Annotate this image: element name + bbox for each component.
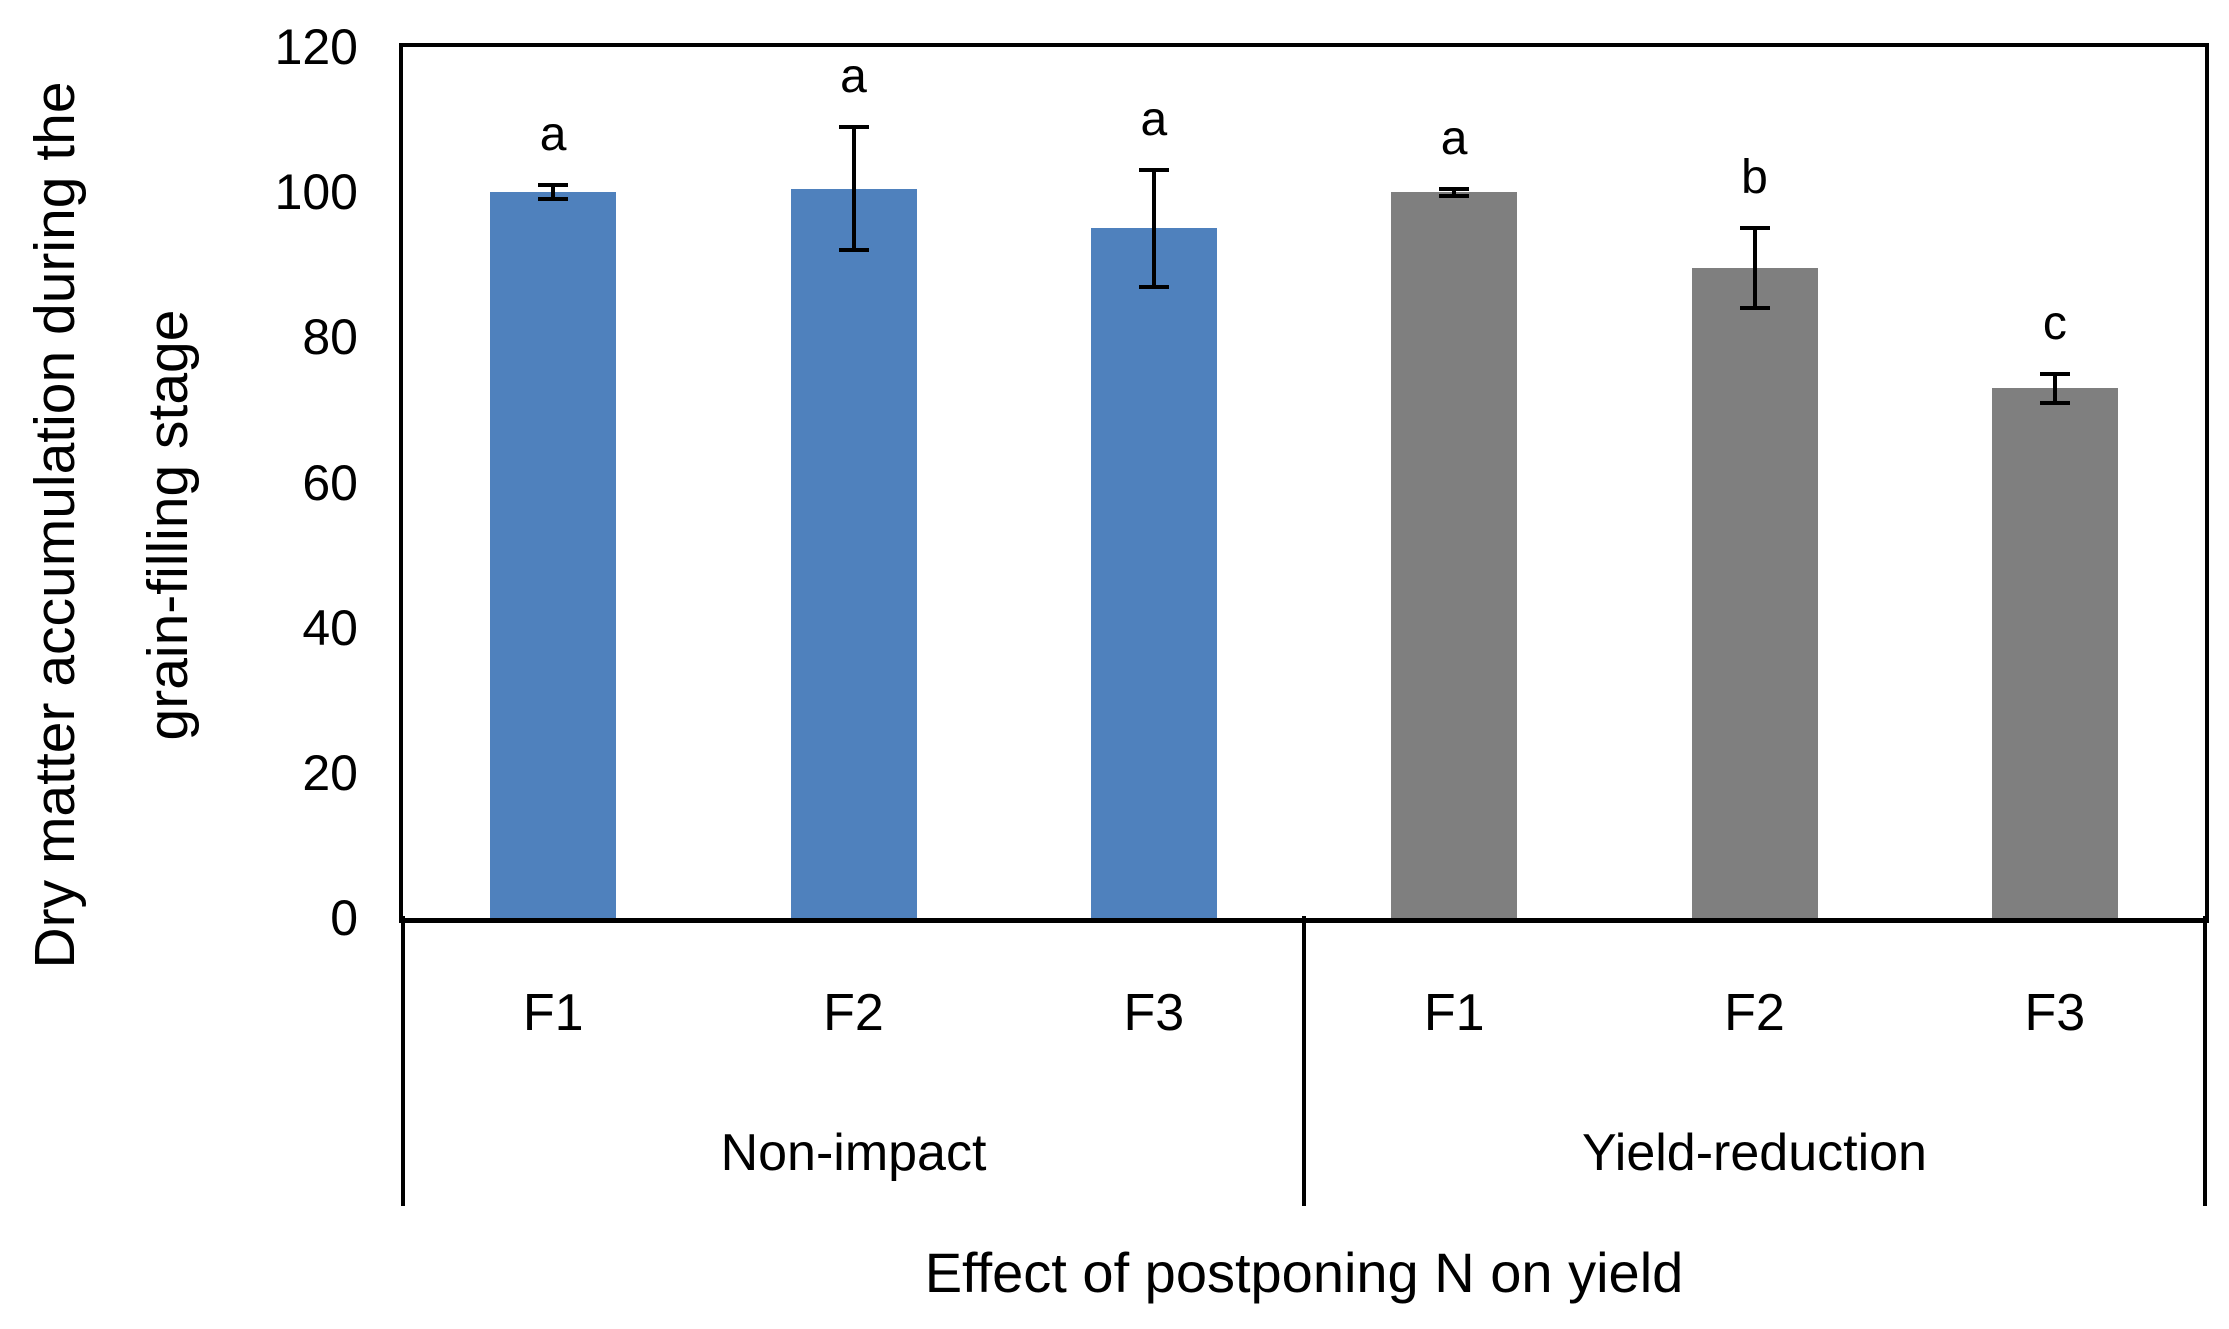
bar-non-impact-f1	[490, 192, 617, 918]
error-bar-cap-top	[838, 124, 869, 129]
y-tick-label-120: 120	[274, 19, 358, 75]
sig-letter-a: a	[1140, 93, 1168, 147]
error-bar-cap-top	[1138, 168, 1169, 173]
error-bar-cap-top	[1439, 186, 1470, 191]
error-bar-cap-bottom	[1439, 193, 1470, 198]
x-axis-title: Effect of postponing N on yield	[924, 1241, 1684, 1304]
bar-non-impact-f2	[790, 188, 917, 918]
group-label-non-impact: Non-impact	[720, 1124, 987, 1182]
category-label-f2: F2	[823, 984, 884, 1042]
category-label-f3: F3	[1123, 984, 1185, 1042]
error-bar-whisker	[551, 184, 556, 200]
error-bar-cap-bottom	[538, 197, 569, 202]
error-bar-whisker	[1151, 170, 1156, 287]
error-bar-whisker	[2052, 373, 2057, 403]
category-label-f3: F3	[2024, 984, 2086, 1042]
bar-yield-reduction-f3	[1991, 388, 2118, 918]
plot-area: a a a a b c	[399, 43, 2209, 923]
y-tick-label-20: 20	[302, 744, 358, 801]
bar-non-impact-f3	[1090, 228, 1217, 918]
y-tick-label-60: 60	[302, 454, 358, 511]
group-label-yield-reduction: Yield-reduction	[1582, 1124, 1927, 1182]
error-bar-cap-top	[538, 182, 569, 187]
category-label-f1: F1	[522, 984, 584, 1042]
y-tick-label-40: 40	[302, 599, 358, 656]
sig-letter-c: c	[2042, 296, 2067, 350]
sig-letter-a: a	[539, 107, 567, 161]
category-label-f1: F1	[1423, 984, 1485, 1042]
category-separator	[401, 916, 405, 1206]
y-tick-label-100: 100	[274, 164, 358, 221]
error-bar-cap-bottom	[1138, 284, 1169, 289]
sig-letter-a: a	[1440, 111, 1468, 165]
error-bar-cap-bottom	[838, 248, 869, 253]
bar-yield-reduction-f2	[1691, 268, 1818, 918]
error-bar-whisker	[851, 126, 856, 251]
error-bar-whisker	[1452, 188, 1457, 196]
error-bar-cap-top	[1739, 226, 1770, 231]
sig-letter-a: a	[840, 49, 867, 103]
error-bar-cap-bottom	[1739, 306, 1770, 311]
error-bar-whisker	[1752, 228, 1757, 309]
sig-letter-b: b	[1741, 151, 1768, 205]
y-tick-label-80: 80	[302, 309, 358, 366]
error-bar-cap-bottom	[2039, 400, 2070, 405]
category-separator	[2203, 916, 2207, 1206]
category-label-f2: F2	[1724, 984, 1785, 1042]
category-separator	[1302, 916, 1306, 1206]
bar-yield-reduction-f1	[1391, 192, 1518, 918]
y-tick-label-0: 0	[330, 890, 358, 946]
error-bar-cap-top	[2039, 371, 2070, 376]
